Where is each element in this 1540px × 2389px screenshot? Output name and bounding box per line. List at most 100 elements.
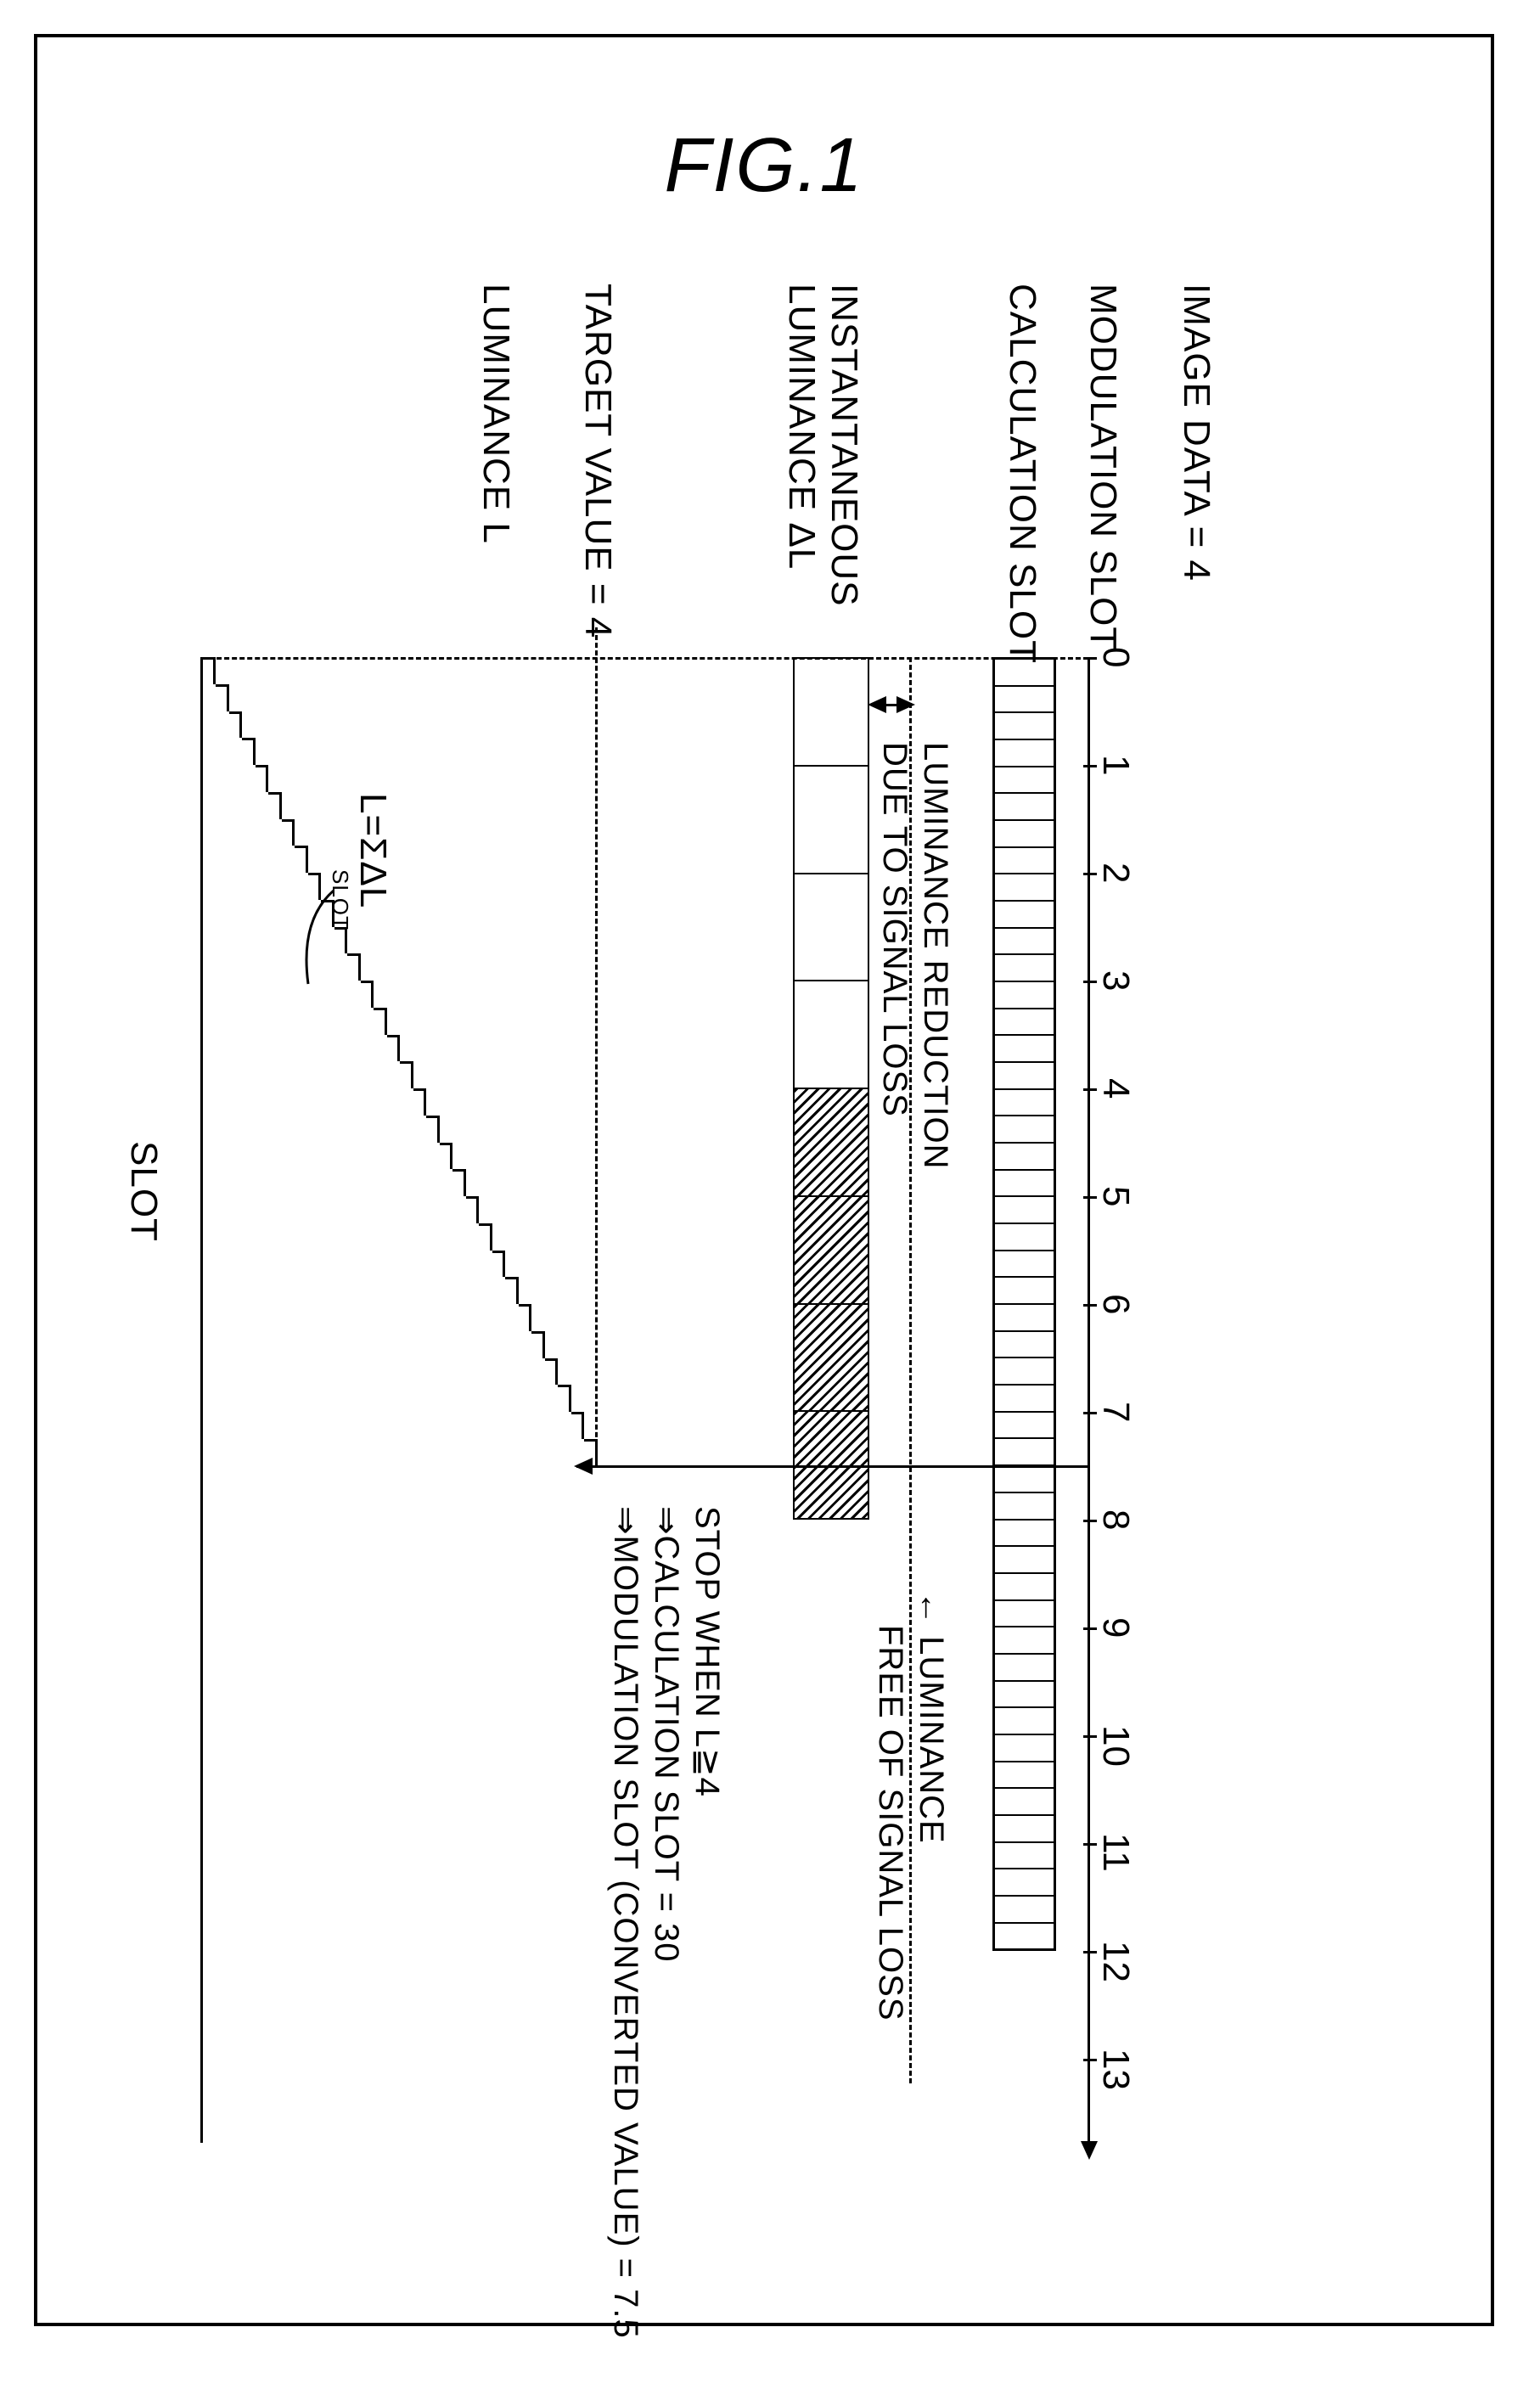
step-tread	[346, 927, 348, 954]
calc-cell	[995, 1171, 1054, 1198]
modulation-slot-label: MODULATION SLOT	[1082, 284, 1124, 650]
calc-cell	[995, 1547, 1054, 1574]
calc-cell	[995, 1493, 1054, 1521]
step-tread	[267, 765, 269, 792]
step-tread	[358, 953, 361, 981]
calc-cell	[995, 1278, 1054, 1305]
step-tread	[569, 1385, 571, 1412]
marker-arrow-icon	[574, 1458, 593, 1475]
tick-7: 7	[1094, 1402, 1137, 1422]
tick-0: 0	[1094, 647, 1137, 667]
step-tread	[542, 1331, 545, 1358]
step-tread	[503, 1251, 506, 1278]
image-data-label: IMAGE DATA = 4	[1175, 284, 1217, 582]
calc-cell	[995, 1413, 1054, 1440]
calc-cell	[995, 1036, 1054, 1063]
stop-label-1: STOP WHEN L≧4	[688, 1506, 727, 1797]
calc-cell	[995, 660, 1054, 687]
calculation-slot-bar	[992, 657, 1056, 1951]
formula-label: L=ΣΔL	[351, 793, 394, 908]
tick-mark	[1083, 1735, 1097, 1738]
tick-2: 2	[1094, 863, 1137, 883]
step-tread	[477, 1196, 480, 1223]
step-tread	[253, 738, 256, 765]
luminance-l-label: LUMINANCE L	[475, 284, 517, 544]
figure-frame: FIG.1 IMAGE DATA = 4 MODULATION SLOT 012…	[34, 34, 1494, 2326]
step-tread	[385, 1008, 387, 1035]
calc-cell	[995, 1627, 1054, 1655]
step-tread	[214, 657, 216, 684]
calculation-slot-label: CALCULATION SLOT	[1001, 284, 1043, 664]
luminance-cell	[793, 765, 869, 873]
calc-cell	[995, 1843, 1054, 1870]
step-tread	[424, 1088, 427, 1116]
slot-axis-label: SLOT	[122, 1141, 165, 1242]
luminance-cell	[793, 1195, 869, 1303]
calc-cell	[995, 1735, 1054, 1762]
luminance-cell	[793, 873, 869, 981]
step-tread	[240, 711, 243, 739]
inst-luminance-label-1: INSTANTANEOUS	[823, 284, 865, 607]
tick-6: 6	[1094, 1294, 1137, 1314]
tick-mark	[1083, 1412, 1097, 1414]
calc-cell	[995, 1009, 1054, 1037]
calc-cell	[995, 740, 1054, 767]
step-tread	[556, 1358, 559, 1386]
step-tread	[516, 1277, 519, 1304]
luminance-cell	[793, 657, 869, 765]
calc-cell	[995, 1601, 1054, 1628]
free-label-1: ← LUMINANCE	[912, 1591, 950, 1844]
calc-cell	[995, 1521, 1054, 1548]
luminance-bar	[793, 657, 869, 1520]
calc-cell	[995, 1924, 1054, 1949]
tick-mark	[1083, 1088, 1097, 1091]
diagram-panel: IMAGE DATA = 4 MODULATION SLOT 012345678…	[54, 292, 1243, 2287]
stop-label-3: ⇒MODULATION SLOT (CONVERTED VALUE) = 7.5	[606, 1506, 645, 2339]
reduction-arrow-up-icon	[896, 696, 915, 713]
tick-mark	[1083, 1843, 1097, 1846]
calc-cell	[995, 1358, 1054, 1386]
calc-cell	[995, 1386, 1054, 1413]
luminance-cell	[793, 1088, 869, 1195]
calc-cell	[995, 821, 1054, 848]
step-tread	[437, 1116, 440, 1143]
tick-4: 4	[1094, 1078, 1137, 1099]
tick-mark	[1083, 873, 1097, 875]
calc-cell	[995, 1789, 1054, 1816]
tick-mark	[1083, 981, 1097, 983]
calc-cell	[995, 1897, 1054, 1924]
step-tread	[464, 1169, 466, 1196]
calc-cell	[995, 1439, 1054, 1466]
tick-mark	[1083, 1520, 1097, 1522]
tick-3: 3	[1094, 970, 1137, 991]
inst-luminance-label-2: LUMINANCE ΔL	[780, 284, 823, 570]
tick-8: 8	[1094, 1509, 1137, 1530]
calc-cell	[995, 1144, 1054, 1171]
tick-11: 11	[1094, 1833, 1137, 1872]
calc-cell	[995, 1090, 1054, 1117]
calc-cell	[995, 1251, 1054, 1279]
calc-cell	[995, 1116, 1054, 1144]
tick-10: 10	[1094, 1725, 1137, 1767]
calc-cell	[995, 1332, 1054, 1359]
tick-mark	[1083, 765, 1097, 767]
calc-cell	[995, 1063, 1054, 1090]
modulation-axis-line	[1088, 657, 1090, 2143]
tick-1: 1	[1094, 755, 1137, 775]
reduction-label-1: LUMINANCE REDUCTION	[916, 742, 954, 1169]
tick-9: 9	[1094, 1617, 1137, 1638]
calc-cell	[995, 982, 1054, 1009]
marker-line	[576, 1465, 1090, 1468]
tick-mark	[1083, 1196, 1097, 1199]
step-tread	[279, 792, 282, 819]
calc-cell	[995, 1708, 1054, 1735]
tick-5: 5	[1094, 1186, 1137, 1206]
reduction-label-2: DUE TO SIGNAL LOSS	[875, 742, 913, 1117]
step-tread	[227, 684, 229, 711]
calc-cell	[995, 1466, 1054, 1493]
stop-label-2: ⇒CALCULATION SLOT = 30	[647, 1506, 686, 1963]
step-tread	[411, 1061, 413, 1088]
calc-cell	[995, 687, 1054, 714]
calc-cell	[995, 713, 1054, 740]
step-tread	[451, 1143, 453, 1170]
